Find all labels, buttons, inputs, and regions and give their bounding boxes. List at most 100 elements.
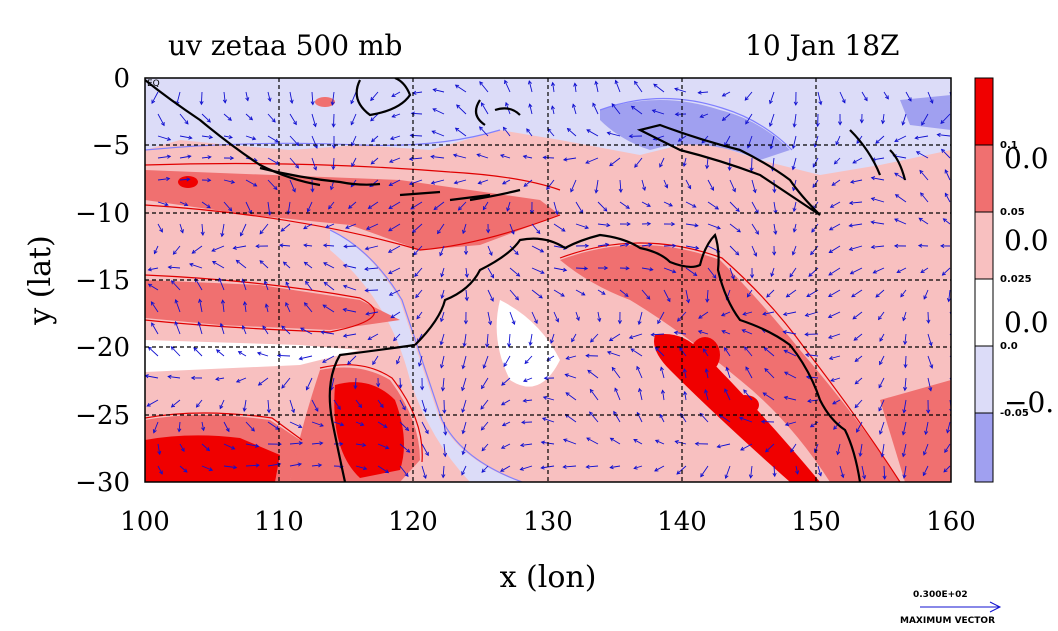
wind-vector-head (606, 131, 611, 136)
wind-vector (343, 308, 357, 313)
wind-vector (509, 223, 515, 235)
wind-vector-head (955, 363, 958, 366)
wind-vector-head (506, 207, 511, 212)
wind-vector-head (793, 101, 798, 106)
wind-vector (871, 245, 885, 248)
wind-vector-head (454, 84, 460, 89)
wind-vector-head (926, 409, 931, 414)
vector-legend-value: 0.300E+02 (913, 590, 968, 600)
wind-vector (351, 135, 357, 146)
wind-vector-head (452, 153, 458, 158)
wind-vector (486, 333, 489, 347)
wind-vector-head (592, 102, 597, 107)
wind-vector (236, 377, 247, 383)
wind-vector (751, 201, 759, 214)
wind-vector (835, 135, 841, 145)
wind-vector-head (350, 100, 355, 105)
wind-vector (242, 325, 247, 335)
wind-vector-head (179, 229, 184, 234)
wind-vector (663, 179, 668, 188)
wind-vector-head (795, 470, 800, 475)
wind-vector-head (745, 120, 750, 125)
wind-vector (747, 289, 753, 298)
wind-vector (792, 135, 797, 149)
wind-vector-head (721, 329, 726, 334)
wind-vector (289, 399, 295, 413)
wind-vector-head (482, 364, 487, 369)
wind-vector-head (310, 188, 315, 193)
wind-vector (652, 109, 665, 115)
wind-vector (610, 465, 621, 469)
wind-vector-head (227, 116, 232, 121)
wind-vector (729, 223, 741, 233)
wind-vector-head (478, 126, 484, 131)
wind-vector-head (276, 353, 282, 358)
wind-vector (145, 375, 159, 379)
wind-vector-head (789, 273, 794, 278)
wind-vector (597, 201, 608, 212)
wind-vector-head (331, 165, 336, 171)
wind-vector (220, 323, 225, 335)
wind-vector (763, 347, 775, 357)
wind-vector (267, 399, 270, 413)
wind-vector (894, 218, 907, 225)
wind-vector (703, 348, 709, 357)
wind-vector-head (872, 269, 877, 274)
x-tick-110: 110 (254, 507, 304, 537)
wind-vector (283, 261, 291, 269)
wind-vector-head (408, 181, 414, 186)
wind-vector (574, 83, 577, 93)
wind-vector-head (336, 405, 341, 411)
wind-vector (572, 104, 577, 115)
wind-vector-head (745, 366, 750, 371)
x-tick-100: 100 (120, 507, 170, 537)
wind-vector-head (946, 298, 951, 303)
wind-vector-head (481, 447, 486, 452)
wind-vector (365, 267, 379, 270)
wind-vector-head (653, 83, 658, 88)
wind-vector (920, 192, 929, 203)
wind-vector-head (439, 317, 444, 323)
wind-vector-head (727, 166, 732, 171)
wind-vector-head (854, 380, 859, 385)
wind-vector (641, 179, 646, 191)
wind-vector-head (164, 202, 169, 207)
wind-vector (726, 367, 731, 379)
wind-vector-head (562, 157, 568, 162)
wind-vector-head (389, 136, 395, 141)
wind-vector-head (924, 430, 929, 436)
wind-vector (852, 311, 863, 320)
wind-vector-head (944, 448, 949, 454)
wind-vector (851, 289, 863, 298)
wind-vector (201, 135, 213, 138)
wind-vector (541, 465, 555, 469)
wind-vector-head (500, 401, 506, 406)
wind-vector-head (313, 144, 318, 149)
wind-vector (179, 178, 190, 181)
wind-vector-head (828, 293, 833, 297)
wind-vector-head (391, 93, 396, 97)
wind-vector (421, 465, 427, 479)
wind-vector-head (539, 248, 545, 253)
wind-vector-head (439, 341, 444, 346)
wind-vector (743, 389, 753, 401)
wind-vector-head (325, 224, 330, 229)
wind-vector (325, 223, 335, 228)
wind-vector (810, 421, 819, 428)
wind-vector-head (367, 205, 373, 209)
wind-vector-head (312, 122, 317, 128)
wind-vector-head (406, 448, 411, 453)
wind-vector (773, 465, 776, 477)
wind-vector (685, 223, 698, 227)
wind-vector-head (837, 121, 843, 126)
wind-vector (902, 311, 907, 321)
wind-vector-head (854, 357, 859, 362)
wind-vector (586, 129, 599, 137)
wind-vector (904, 377, 907, 391)
wind-vector (674, 331, 687, 335)
wind-vector-head (281, 384, 286, 389)
wind-vector (764, 368, 775, 379)
wind-vector-head (439, 364, 444, 369)
wind-vector-head (885, 95, 889, 100)
wind-vector-head (611, 366, 616, 372)
